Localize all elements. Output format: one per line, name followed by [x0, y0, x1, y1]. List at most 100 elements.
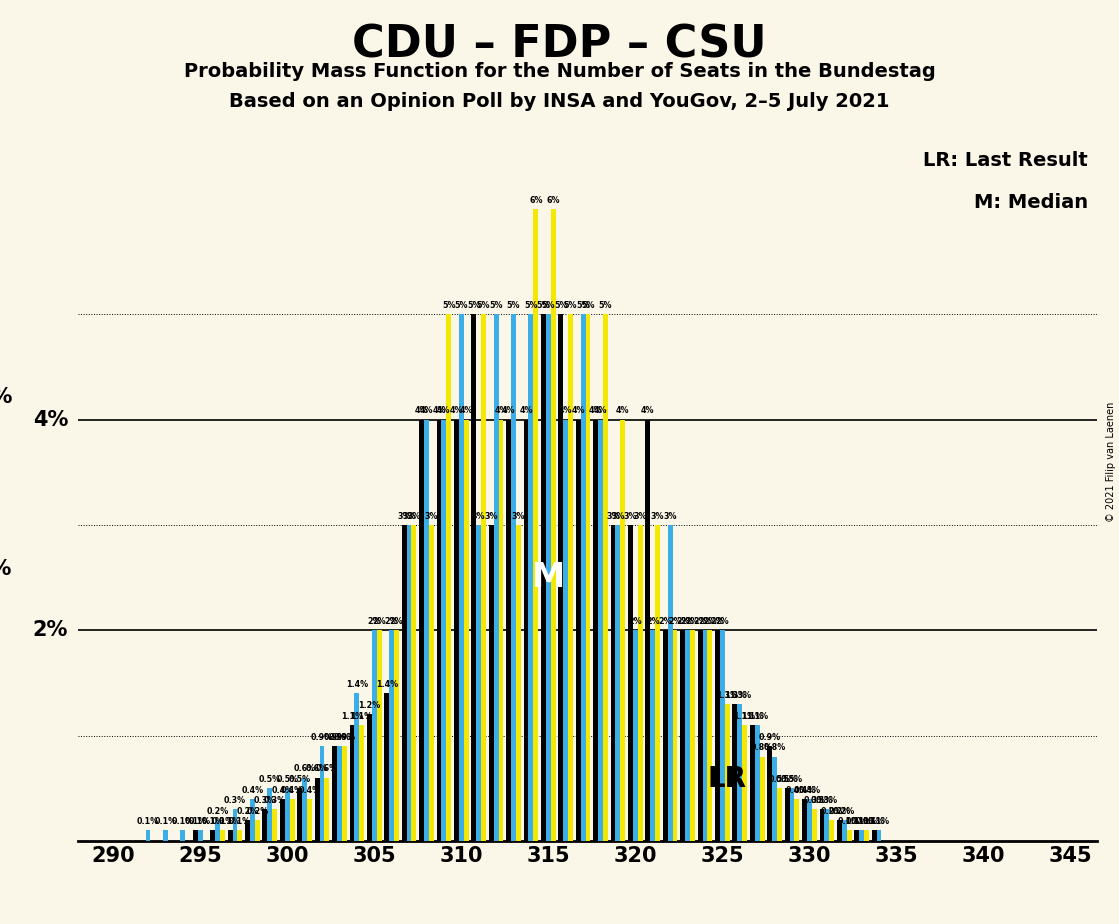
Bar — [615, 525, 620, 841]
Bar — [703, 630, 707, 841]
Text: 0.6%: 0.6% — [316, 764, 338, 773]
Bar — [847, 831, 852, 841]
Bar — [280, 798, 284, 841]
Text: 0.3%: 0.3% — [811, 796, 833, 805]
Text: CDU – FDP – CSU: CDU – FDP – CSU — [352, 23, 767, 67]
Bar — [420, 419, 424, 841]
Text: 1.4%: 1.4% — [376, 680, 398, 689]
Text: 4%: 4% — [502, 407, 516, 416]
Bar — [237, 831, 243, 841]
Text: 3%: 3% — [511, 512, 525, 521]
Text: 1.1%: 1.1% — [350, 711, 373, 721]
Text: 5%: 5% — [564, 301, 577, 310]
Text: 2%: 2% — [686, 617, 699, 626]
Text: LR: Last Result: LR: Last Result — [923, 151, 1088, 170]
Bar — [563, 419, 568, 841]
Bar — [250, 798, 255, 841]
Bar — [163, 831, 168, 841]
Text: 0.4%: 0.4% — [281, 785, 303, 795]
Text: 0.4%: 0.4% — [271, 785, 293, 795]
Bar — [742, 725, 747, 841]
Text: 0.9%: 0.9% — [311, 733, 333, 742]
Text: 4%: 4% — [589, 407, 602, 416]
Bar — [499, 419, 504, 841]
Text: 0.1%: 0.1% — [171, 817, 194, 826]
Bar — [325, 778, 329, 841]
Text: 1.1%: 1.1% — [741, 711, 763, 721]
Text: 5%: 5% — [599, 301, 612, 310]
Bar — [337, 746, 342, 841]
Text: 0.1%: 0.1% — [846, 817, 868, 826]
Bar — [267, 788, 272, 841]
Text: 4%: 4% — [594, 407, 608, 416]
Bar — [790, 788, 794, 841]
Bar — [593, 419, 598, 841]
Text: 0.1%: 0.1% — [189, 817, 211, 826]
Text: 2%: 2% — [668, 617, 681, 626]
Text: 1.3%: 1.3% — [716, 691, 739, 699]
Text: 2%: 2% — [694, 617, 707, 626]
Bar — [819, 809, 825, 841]
Bar — [720, 630, 725, 841]
Bar — [872, 831, 876, 841]
Text: 1.2%: 1.2% — [358, 701, 380, 711]
Text: 0.2%: 0.2% — [820, 807, 843, 816]
Bar — [145, 831, 150, 841]
Bar — [598, 419, 603, 841]
Bar — [656, 525, 660, 841]
Bar — [633, 630, 638, 841]
Text: 0.5%: 0.5% — [258, 775, 281, 784]
Bar — [754, 725, 760, 841]
Text: 3%: 3% — [664, 512, 677, 521]
Bar — [662, 630, 668, 841]
Text: 0.1%: 0.1% — [863, 817, 885, 826]
Bar — [198, 831, 203, 841]
Text: 1.1%: 1.1% — [341, 711, 363, 721]
Text: 4%: 4% — [460, 407, 473, 416]
Text: 2%: 2% — [658, 617, 673, 626]
Bar — [506, 419, 511, 841]
Bar — [540, 314, 546, 841]
Text: 4%: 4% — [438, 407, 451, 416]
Text: 0.1%: 0.1% — [855, 817, 877, 826]
Text: 2%: 2% — [715, 617, 730, 626]
Bar — [459, 314, 463, 841]
Text: 0.6%: 0.6% — [293, 764, 316, 773]
Bar — [302, 778, 307, 841]
Text: 5%: 5% — [524, 301, 537, 310]
Text: 0.2%: 0.2% — [834, 807, 855, 816]
Text: 4%: 4% — [572, 407, 585, 416]
Bar — [733, 704, 737, 841]
Bar — [725, 704, 730, 841]
Bar — [481, 314, 486, 841]
Bar — [777, 788, 782, 841]
Text: 0.1%: 0.1% — [850, 817, 873, 826]
Bar — [298, 788, 302, 841]
Text: 4%: 4% — [420, 407, 433, 416]
Text: 0.5%: 0.5% — [289, 775, 311, 784]
Bar — [685, 630, 690, 841]
Bar — [192, 831, 198, 841]
Text: 4%: 4% — [32, 409, 68, 430]
Text: 0.9%: 0.9% — [323, 733, 346, 742]
Bar — [263, 809, 267, 841]
Text: © 2021 Filip van Laenen: © 2021 Filip van Laenen — [1107, 402, 1116, 522]
Text: 0.2%: 0.2% — [207, 807, 228, 816]
Text: 0.4%: 0.4% — [798, 785, 820, 795]
Bar — [854, 831, 859, 841]
Text: 2%: 2% — [698, 617, 712, 626]
Bar — [372, 630, 377, 841]
Bar — [668, 525, 673, 841]
Bar — [864, 831, 869, 841]
Bar — [524, 419, 528, 841]
Bar — [812, 809, 817, 841]
Text: 0.1%: 0.1% — [868, 817, 890, 826]
Text: 3%: 3% — [397, 512, 411, 521]
Bar — [349, 725, 355, 841]
Text: 0.1%: 0.1% — [137, 817, 159, 826]
Bar — [436, 419, 441, 841]
Text: Based on an Opinion Poll by INSA and YouGov, 2–5 July 2021: Based on an Opinion Poll by INSA and You… — [229, 92, 890, 112]
Text: 5%: 5% — [581, 301, 594, 310]
Bar — [585, 314, 591, 841]
Bar — [342, 746, 347, 841]
